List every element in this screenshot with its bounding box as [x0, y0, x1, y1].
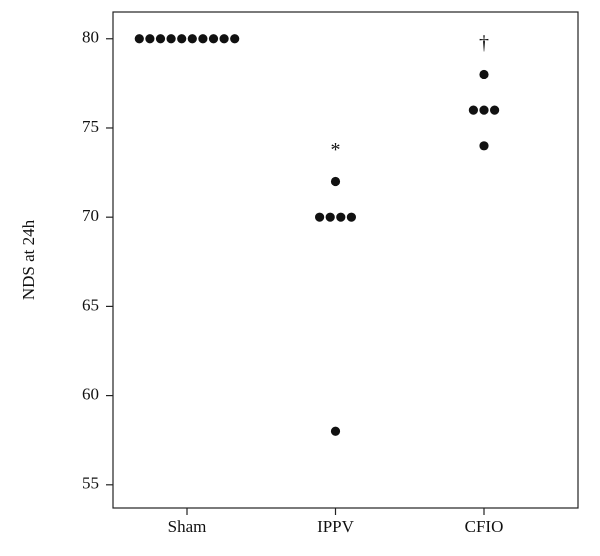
y-tick-label: 55 [82, 474, 99, 493]
y-tick-label: 65 [82, 295, 99, 314]
y-tick-label: 60 [82, 385, 99, 404]
data-point [336, 212, 346, 222]
x-tick-label: Sham [168, 517, 207, 536]
data-point [490, 105, 500, 115]
y-tick-label: 70 [82, 206, 99, 225]
data-point [166, 34, 176, 44]
data-point [198, 34, 208, 44]
plot-frame [112, 11, 579, 509]
annotation: † [479, 32, 489, 54]
data-point [330, 176, 341, 187]
data-point [330, 426, 341, 436]
x-tick-label: CFIO [465, 517, 504, 536]
data-point [468, 105, 478, 115]
data-point [134, 34, 144, 44]
y-tick-label: 75 [82, 117, 99, 136]
data-point [177, 34, 187, 44]
data-point [208, 34, 219, 44]
y-axis-label: NDS at 24h [19, 219, 38, 300]
y-tick-label: 80 [82, 28, 99, 47]
data-point [479, 141, 489, 151]
data-point [315, 212, 325, 222]
data-point [230, 34, 240, 44]
data-point [187, 34, 197, 44]
data-point [155, 34, 166, 44]
data-point [479, 105, 489, 115]
data-point [219, 34, 229, 44]
annotation: * [331, 139, 341, 161]
data-point [325, 212, 335, 222]
data-point [145, 34, 155, 44]
data-point [346, 212, 356, 222]
data-point [479, 69, 489, 80]
x-tick-label: IPPV [317, 517, 355, 536]
